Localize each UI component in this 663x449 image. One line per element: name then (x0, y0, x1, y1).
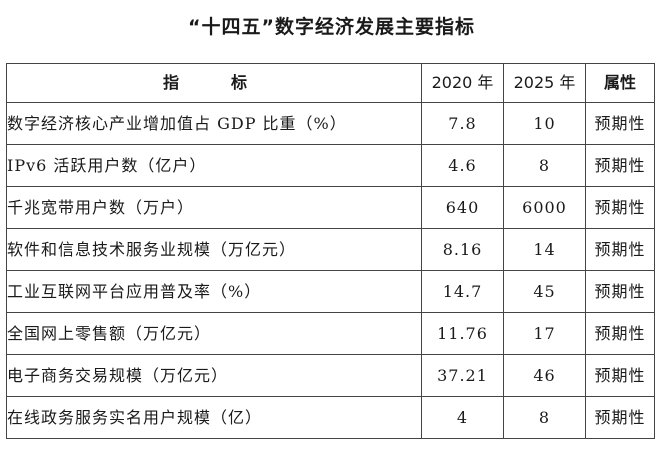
value-2020: 37.21 (421, 354, 504, 397)
value-2020: 7.8 (421, 102, 504, 145)
attribute: 预期性 (585, 270, 655, 313)
table-row: 千兆宽带用户数（万户） 640 6000 预期性 (6, 186, 655, 229)
table-row: 数字经济核心产业增加值占 GDP 比重（%） 7.8 10 预期性 (6, 102, 655, 145)
table-row: IPv6 活跃用户数（亿户） 4.6 8 预期性 (6, 144, 655, 187)
table-row: 工业互联网平台应用普及率（%） 14.7 45 预期性 (6, 270, 655, 313)
value-2025: 10 (503, 102, 586, 145)
indicator-name: 全国网上零售额（万亿元） (6, 312, 422, 355)
value-2025: 45 (503, 270, 586, 313)
table-row: 在线政务服务实名用户规模（亿） 4 8 预期性 (6, 396, 655, 439)
table-row: 全国网上零售额（万亿元） 11.76 17 预期性 (6, 312, 655, 355)
attribute: 预期性 (585, 186, 655, 229)
attribute: 预期性 (585, 312, 655, 355)
table-header-row: 指 标 2020 年 2025 年 属性 (6, 63, 655, 103)
table-row: 电子商务交易规模（万亿元） 37.21 46 预期性 (6, 354, 655, 397)
value-2025: 46 (503, 354, 586, 397)
value-2025: 14 (503, 228, 586, 271)
value-2025: 8 (503, 144, 586, 187)
value-2020: 11.76 (421, 312, 504, 355)
header-year-2020: 2020 年 (421, 63, 504, 103)
value-2020: 640 (421, 186, 504, 229)
indicator-name: 工业互联网平台应用普及率（%） (6, 270, 422, 313)
table-row: 软件和信息技术服务业规模（万亿元） 8.16 14 预期性 (6, 228, 655, 271)
indicator-name: IPv6 活跃用户数（亿户） (6, 144, 422, 187)
indicator-name: 在线政务服务实名用户规模（亿） (6, 396, 422, 439)
indicator-name: 软件和信息技术服务业规模（万亿元） (6, 228, 422, 271)
indicator-name: 数字经济核心产业增加值占 GDP 比重（%） (6, 102, 422, 145)
header-year-2025: 2025 年 (503, 63, 586, 103)
attribute: 预期性 (585, 144, 655, 187)
attribute: 预期性 (585, 396, 655, 439)
value-2025: 17 (503, 312, 586, 355)
value-2020: 14.7 (421, 270, 504, 313)
attribute: 预期性 (585, 102, 655, 145)
value-2025: 8 (503, 396, 586, 439)
indicator-name: 电子商务交易规模（万亿元） (6, 354, 422, 397)
indicators-table: 指 标 2020 年 2025 年 属性 数字经济核心产业增加值占 GDP 比重… (6, 63, 655, 439)
value-2020: 4 (421, 396, 504, 439)
indicator-name: 千兆宽带用户数（万户） (6, 186, 422, 229)
page-title: “十四五”数字经济发展主要指标 (188, 16, 475, 38)
value-2020: 4.6 (421, 144, 504, 187)
header-indicator: 指 标 (6, 63, 422, 103)
attribute: 预期性 (585, 228, 655, 271)
value-2020: 8.16 (421, 228, 504, 271)
attribute: 预期性 (585, 354, 655, 397)
header-attribute: 属性 (585, 63, 655, 103)
value-2025: 6000 (503, 186, 586, 229)
